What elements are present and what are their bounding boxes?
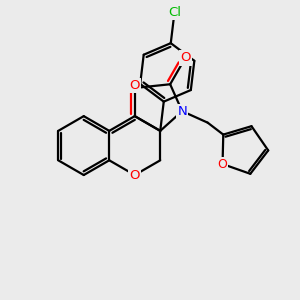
Text: N: N xyxy=(177,105,187,118)
Text: O: O xyxy=(130,169,140,182)
Text: O: O xyxy=(218,158,227,170)
Text: Cl: Cl xyxy=(168,6,181,19)
Text: O: O xyxy=(180,52,190,64)
Text: O: O xyxy=(130,79,140,92)
